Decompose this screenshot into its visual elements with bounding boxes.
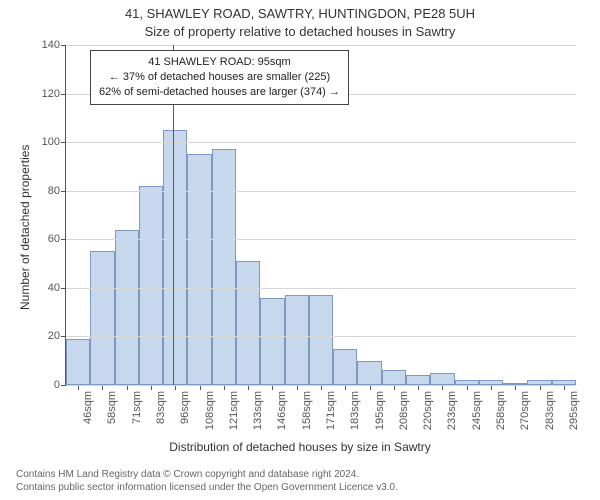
bar <box>406 375 430 385</box>
footer-line1: Contains HM Land Registry data © Crown c… <box>16 468 398 481</box>
xtick-label: 233sqm <box>446 391 458 430</box>
bar <box>90 251 114 385</box>
bar <box>309 295 333 385</box>
annotation-line: 41 SHAWLEY ROAD: 95sqm <box>99 55 340 70</box>
chart-title-line1: 41, SHAWLEY ROAD, SAWTRY, HUNTINGDON, PE… <box>0 6 600 21</box>
xtick-label: 245sqm <box>471 391 483 430</box>
ytick-label: 140 <box>42 39 66 51</box>
annotation-box: 41 SHAWLEY ROAD: 95sqm← 37% of detached … <box>90 50 349 105</box>
gridline <box>66 385 576 386</box>
bar <box>382 370 406 385</box>
ytick-label: 60 <box>48 233 66 245</box>
ytick-label: 80 <box>48 185 66 197</box>
xtick-label: 58sqm <box>106 391 118 424</box>
gridline <box>66 191 576 192</box>
ytick-label: 20 <box>48 330 66 342</box>
gridline <box>66 45 576 46</box>
xtick-label: 295sqm <box>568 391 580 430</box>
bar <box>212 149 236 385</box>
ytick-label: 40 <box>48 282 66 294</box>
annotation-line: ← 37% of detached houses are smaller (22… <box>99 70 340 85</box>
xtick-label: 83sqm <box>155 391 167 424</box>
gridline <box>66 142 576 143</box>
xtick-label: 171sqm <box>325 391 337 430</box>
x-axis-label: Distribution of detached houses by size … <box>0 440 600 454</box>
xtick-label: 258sqm <box>495 391 507 430</box>
xtick-label: 283sqm <box>544 391 556 430</box>
bar <box>333 349 357 385</box>
gridline <box>66 336 576 337</box>
ytick-label: 0 <box>54 379 66 391</box>
xtick-label: 183sqm <box>349 391 361 430</box>
bar <box>139 186 163 385</box>
footer: Contains HM Land Registry data © Crown c… <box>16 468 398 494</box>
bar <box>66 339 90 385</box>
xtick-label: 195sqm <box>374 391 386 430</box>
annotation-line: 62% of semi-detached houses are larger (… <box>99 85 340 100</box>
ytick-label: 100 <box>42 136 66 148</box>
xtick-label: 270sqm <box>519 391 531 430</box>
bar <box>430 373 454 385</box>
xtick-label: 46sqm <box>82 391 94 424</box>
chart-title-line2: Size of property relative to detached ho… <box>0 24 600 39</box>
xtick-label: 146sqm <box>276 391 288 430</box>
xtick-label: 158sqm <box>301 391 313 430</box>
xtick-label: 96sqm <box>179 391 191 424</box>
bar <box>260 298 284 385</box>
bar <box>357 361 381 385</box>
ytick-label: 120 <box>42 88 66 100</box>
xtick-label: 133sqm <box>252 391 264 430</box>
xtick-label: 71sqm <box>131 391 143 424</box>
xtick-label: 121sqm <box>228 391 240 430</box>
bar <box>163 130 187 385</box>
gridline <box>66 239 576 240</box>
gridline <box>66 288 576 289</box>
bar <box>115 230 139 385</box>
bar <box>285 295 309 385</box>
footer-line2: Contains public sector information licen… <box>16 481 398 494</box>
xtick-label: 208sqm <box>398 391 410 430</box>
bar <box>187 154 211 385</box>
bar <box>236 261 260 385</box>
xtick-label: 220sqm <box>422 391 434 430</box>
xtick-label: 108sqm <box>204 391 216 430</box>
y-axis-label: Number of detached properties <box>18 145 32 310</box>
